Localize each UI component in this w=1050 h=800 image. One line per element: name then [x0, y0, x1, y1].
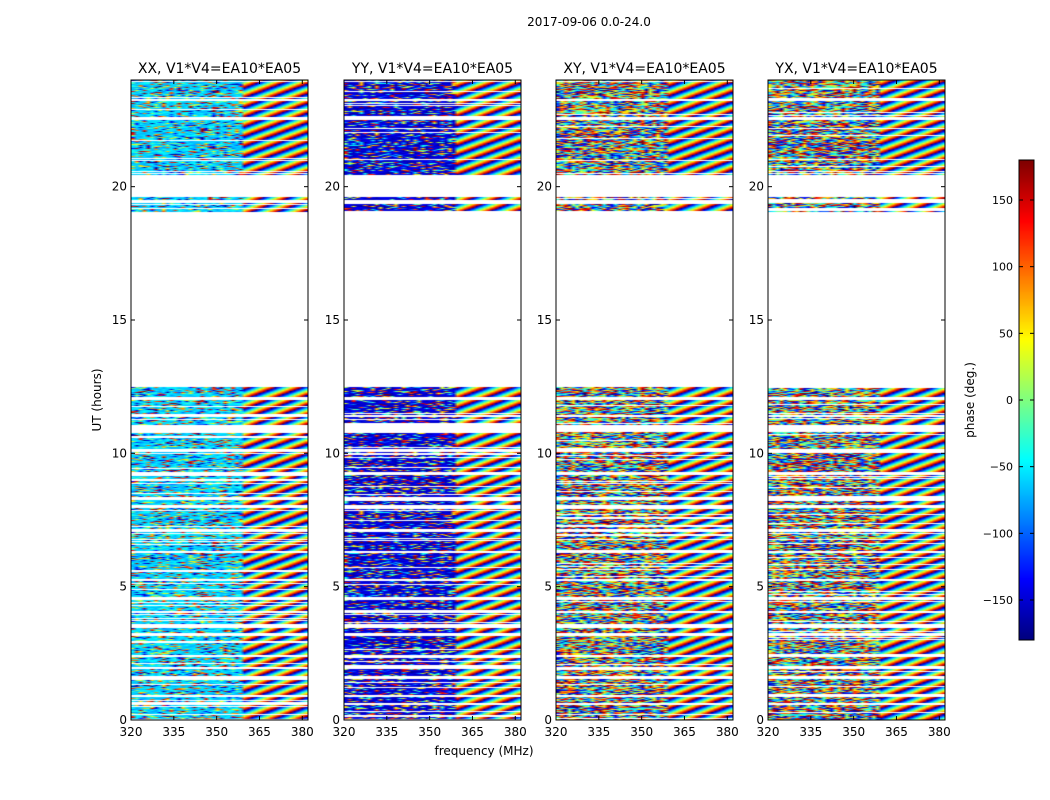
x-tick-label: 320 [757, 725, 780, 739]
panel-frame [555, 79, 734, 721]
y-tick-label: 15 [537, 313, 552, 327]
y-tick-label: 20 [749, 180, 764, 194]
y-tick-label: 20 [112, 180, 127, 194]
y-tick-label: 5 [544, 580, 552, 594]
y-tick-label: 0 [119, 713, 127, 727]
x-tick-label: 365 [248, 725, 271, 739]
colorbar-tick-label: 50 [999, 327, 1013, 340]
figure-title: 2017-09-06 0.0-24.0 [527, 15, 651, 29]
y-tick-label: 0 [544, 713, 552, 727]
y-tick-label: 15 [112, 313, 127, 327]
x-tick-label: 320 [333, 725, 356, 739]
x-tick-label: 380 [716, 725, 739, 739]
y-tick-label: 5 [756, 580, 764, 594]
panel-frame [343, 79, 522, 721]
phase-heatmap [768, 80, 945, 720]
colorbar-tick-label: −150 [983, 594, 1013, 607]
panel-title: YY, V1*V4=EA10*EA05 [351, 61, 513, 77]
x-tick-label: 335 [375, 725, 398, 739]
panel-3: XY, V1*V4=EA10*EA05 0 5 10 15 20 320 335 350 365 3… [537, 61, 739, 739]
colorbar-tick-label: −100 [983, 527, 1013, 540]
phase-heatmap [131, 80, 308, 720]
colorbar-tick-label: 0 [1006, 394, 1013, 407]
x-tick-label: 350 [418, 725, 441, 739]
x-tick-label: 380 [928, 725, 951, 739]
y-tick-label: 10 [325, 446, 340, 460]
x-tick-label: 380 [291, 725, 314, 739]
panels: XX, V1*V4=EA10*EA05 0 5 10 15 20 320 335 350 365 3… [112, 61, 951, 739]
y-tick-label: 5 [332, 580, 340, 594]
x-tick-label: 350 [630, 725, 653, 739]
x-tick-label: 365 [673, 725, 696, 739]
panel-1: XX, V1*V4=EA10*EA05 0 5 10 15 20 320 335 350 365 3… [112, 61, 314, 739]
x-tick-label: 320 [120, 725, 143, 739]
phase-heatmap [344, 80, 521, 720]
y-axis-label: UT (hours) [90, 368, 104, 431]
y-tick-label: 10 [537, 446, 552, 460]
x-tick-label: 335 [162, 725, 185, 739]
y-tick-label: 10 [749, 446, 764, 460]
y-tick-label: 0 [332, 713, 340, 727]
y-tick-label: 20 [537, 180, 552, 194]
colorbar: 150 100 50 0 −50 −100 −150 [983, 159, 1035, 641]
panel-title: XY, V1*V4=EA10*EA05 [563, 61, 725, 77]
x-tick-label: 380 [504, 725, 527, 739]
panel-frame [767, 79, 946, 721]
colorbar-tick-label: 100 [992, 261, 1013, 274]
x-tick-label: 365 [461, 725, 484, 739]
x-axis-label: frequency (MHz) [434, 744, 533, 758]
panel-4: YX, V1*V4=EA10*EA05 0 5 10 15 20 320 335 350 365 3… [749, 61, 951, 739]
x-tick-label: 365 [885, 725, 908, 739]
panel-title: YX, V1*V4=EA10*EA05 [774, 61, 937, 77]
y-tick-label: 10 [112, 446, 127, 460]
x-tick-label: 320 [545, 725, 568, 739]
y-tick-label: 0 [756, 713, 764, 727]
x-tick-label: 335 [587, 725, 610, 739]
phase-heatmap [556, 80, 733, 720]
x-tick-label: 335 [799, 725, 822, 739]
x-tick-label: 350 [842, 725, 865, 739]
colorbar-gradient [1019, 160, 1034, 640]
panel-2: YY, V1*V4=EA10*EA05 0 5 10 15 20 320 335 350 365 3… [325, 61, 527, 739]
x-tick-label: 350 [205, 725, 228, 739]
panel-frame [130, 79, 309, 721]
y-tick-label: 20 [325, 180, 340, 194]
colorbar-label: phase (deg.) [963, 362, 977, 438]
y-tick-label: 15 [325, 313, 340, 327]
y-tick-label: 5 [119, 580, 127, 594]
colorbar-tick-label: −50 [990, 461, 1013, 474]
colorbar-tick-label: 150 [992, 194, 1013, 207]
panel-title: XX, V1*V4=EA10*EA05 [138, 61, 301, 77]
y-tick-label: 15 [749, 313, 764, 327]
